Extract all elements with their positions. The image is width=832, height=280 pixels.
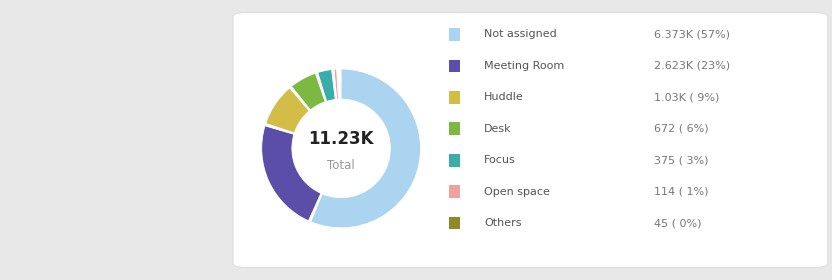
Text: Others: Others bbox=[484, 218, 522, 228]
Wedge shape bbox=[311, 69, 420, 228]
Text: ⋮: ⋮ bbox=[788, 45, 803, 60]
Text: Not assigned: Not assigned bbox=[484, 29, 557, 39]
Bar bbox=[449, 185, 460, 198]
Text: Open space: Open space bbox=[484, 187, 550, 197]
Wedge shape bbox=[291, 73, 325, 110]
Text: 672 ( 6%): 672 ( 6%) bbox=[654, 124, 709, 134]
Text: Huddle: Huddle bbox=[484, 92, 524, 102]
Text: Focus: Focus bbox=[484, 155, 516, 165]
Bar bbox=[449, 154, 460, 167]
Wedge shape bbox=[265, 88, 310, 133]
Text: 1.03K ( 9%): 1.03K ( 9%) bbox=[654, 92, 720, 102]
Text: Desk: Desk bbox=[484, 124, 512, 134]
Bar bbox=[449, 217, 460, 229]
Bar bbox=[449, 122, 460, 135]
Bar bbox=[449, 91, 460, 104]
Text: Meeting Room: Meeting Room bbox=[484, 61, 564, 71]
Bar bbox=[449, 60, 460, 72]
Wedge shape bbox=[262, 126, 321, 221]
Text: ⓘ: ⓘ bbox=[406, 43, 411, 52]
Wedge shape bbox=[334, 69, 339, 99]
Bar bbox=[449, 28, 460, 41]
Text: 45 ( 0%): 45 ( 0%) bbox=[654, 218, 701, 228]
Wedge shape bbox=[339, 69, 340, 99]
Text: 6.373K (57%): 6.373K (57%) bbox=[654, 29, 730, 39]
Text: Workspaces usage by type: Workspaces usage by type bbox=[260, 45, 439, 58]
Text: Total: Total bbox=[327, 159, 355, 172]
Text: 11.23K: 11.23K bbox=[309, 130, 374, 148]
Wedge shape bbox=[318, 69, 335, 101]
Text: 114 ( 1%): 114 ( 1%) bbox=[654, 187, 709, 197]
Text: 375 ( 3%): 375 ( 3%) bbox=[654, 155, 709, 165]
Text: 2.623K (23%): 2.623K (23%) bbox=[654, 61, 730, 71]
